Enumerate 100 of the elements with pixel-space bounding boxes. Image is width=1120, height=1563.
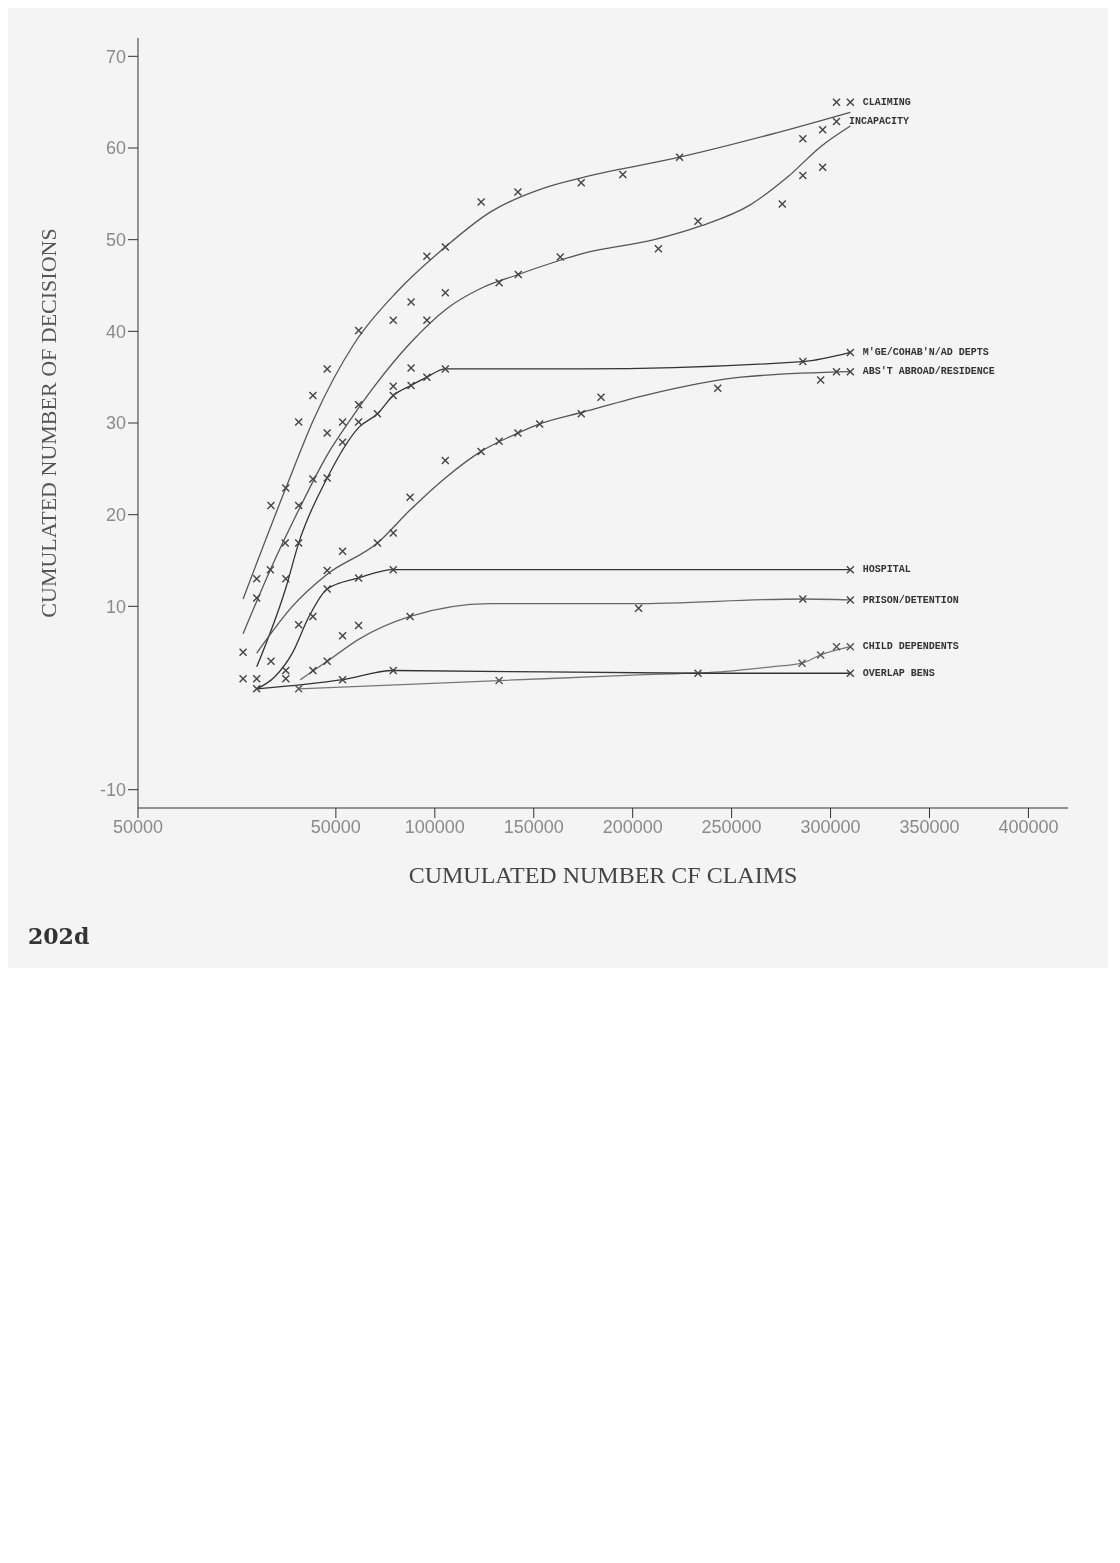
point (798, 134, 808, 144)
point (422, 251, 432, 261)
point (266, 657, 276, 666)
y-tick-label: 30 (105, 413, 126, 434)
point (846, 348, 855, 357)
point (389, 382, 398, 391)
point (816, 375, 825, 385)
point (338, 438, 347, 447)
point (618, 170, 627, 179)
point (354, 400, 363, 409)
point (294, 620, 303, 629)
point (354, 573, 363, 583)
point (818, 163, 827, 172)
point (389, 316, 398, 325)
point (577, 178, 586, 188)
point (252, 574, 261, 584)
point (281, 538, 290, 548)
point (634, 603, 643, 613)
point (596, 393, 606, 402)
point (798, 357, 808, 366)
point (798, 171, 808, 180)
point (441, 456, 450, 465)
point (832, 642, 841, 651)
point (322, 428, 332, 438)
point (406, 381, 416, 390)
point (405, 493, 415, 502)
series-label: M'GE/COHAB'N/AD DEPTS (862, 347, 989, 359)
point (281, 483, 291, 493)
point (441, 242, 450, 252)
series-label: HOSPITAL (862, 564, 911, 576)
point (422, 316, 432, 325)
point (252, 593, 261, 603)
point (514, 270, 523, 279)
point (816, 650, 825, 660)
point (494, 676, 504, 685)
point (556, 252, 565, 262)
x-tick-label: 300000 (800, 816, 861, 837)
point (322, 566, 332, 575)
point (389, 565, 398, 574)
y-tick-label: 70 (105, 46, 126, 67)
y-tick-label: 60 (105, 138, 126, 159)
point (389, 391, 398, 400)
x-tick-label: 250000 (701, 816, 762, 837)
point (654, 244, 663, 254)
point (846, 97, 855, 107)
y-axis-title: CUMULATED NUMBER OF DECISIONS (35, 228, 61, 618)
point (798, 594, 808, 604)
point (338, 675, 347, 684)
point (354, 326, 363, 335)
x-tick-label: 350000 (899, 816, 960, 837)
point (266, 501, 276, 510)
point (354, 621, 363, 630)
point (797, 658, 807, 668)
point (846, 367, 855, 376)
point (846, 595, 855, 605)
series-label: CHILD DEPENDENTS (862, 641, 959, 653)
point (846, 669, 855, 678)
point (281, 574, 291, 584)
point (405, 612, 415, 621)
line-series (299, 598, 851, 681)
point (846, 565, 855, 574)
point (389, 528, 398, 538)
point (441, 364, 450, 374)
point (308, 391, 318, 400)
point (238, 674, 248, 683)
point (476, 197, 486, 207)
point (252, 674, 261, 683)
point (476, 447, 486, 456)
point (577, 409, 586, 419)
point (308, 474, 318, 484)
point (373, 409, 382, 419)
point (832, 117, 841, 126)
point (294, 538, 303, 548)
point (373, 538, 382, 548)
point (693, 217, 703, 226)
point (713, 383, 722, 393)
point (406, 297, 416, 307)
point (281, 666, 291, 675)
point (494, 278, 504, 287)
x-tick-label: 50000 (310, 816, 361, 837)
point (406, 363, 416, 373)
point (294, 684, 303, 694)
point (338, 417, 347, 427)
y-tick-label: 40 (105, 321, 126, 342)
point (252, 684, 261, 694)
point (322, 657, 332, 666)
x-tick-label: 100000 (404, 816, 465, 837)
y-tick-label: 10 (105, 596, 126, 617)
point (832, 367, 841, 376)
y-tick-label: 50 (105, 230, 126, 251)
point (693, 669, 703, 678)
series-label: OVERLAP BENS (862, 667, 935, 679)
point (846, 642, 855, 651)
y-tick-label: 20 (105, 505, 126, 526)
x-tick-label: 400000 (998, 816, 1059, 837)
point (832, 97, 841, 107)
point (441, 288, 450, 298)
point (675, 152, 684, 162)
point (338, 631, 347, 640)
y-tick-label: -10 (99, 780, 126, 801)
